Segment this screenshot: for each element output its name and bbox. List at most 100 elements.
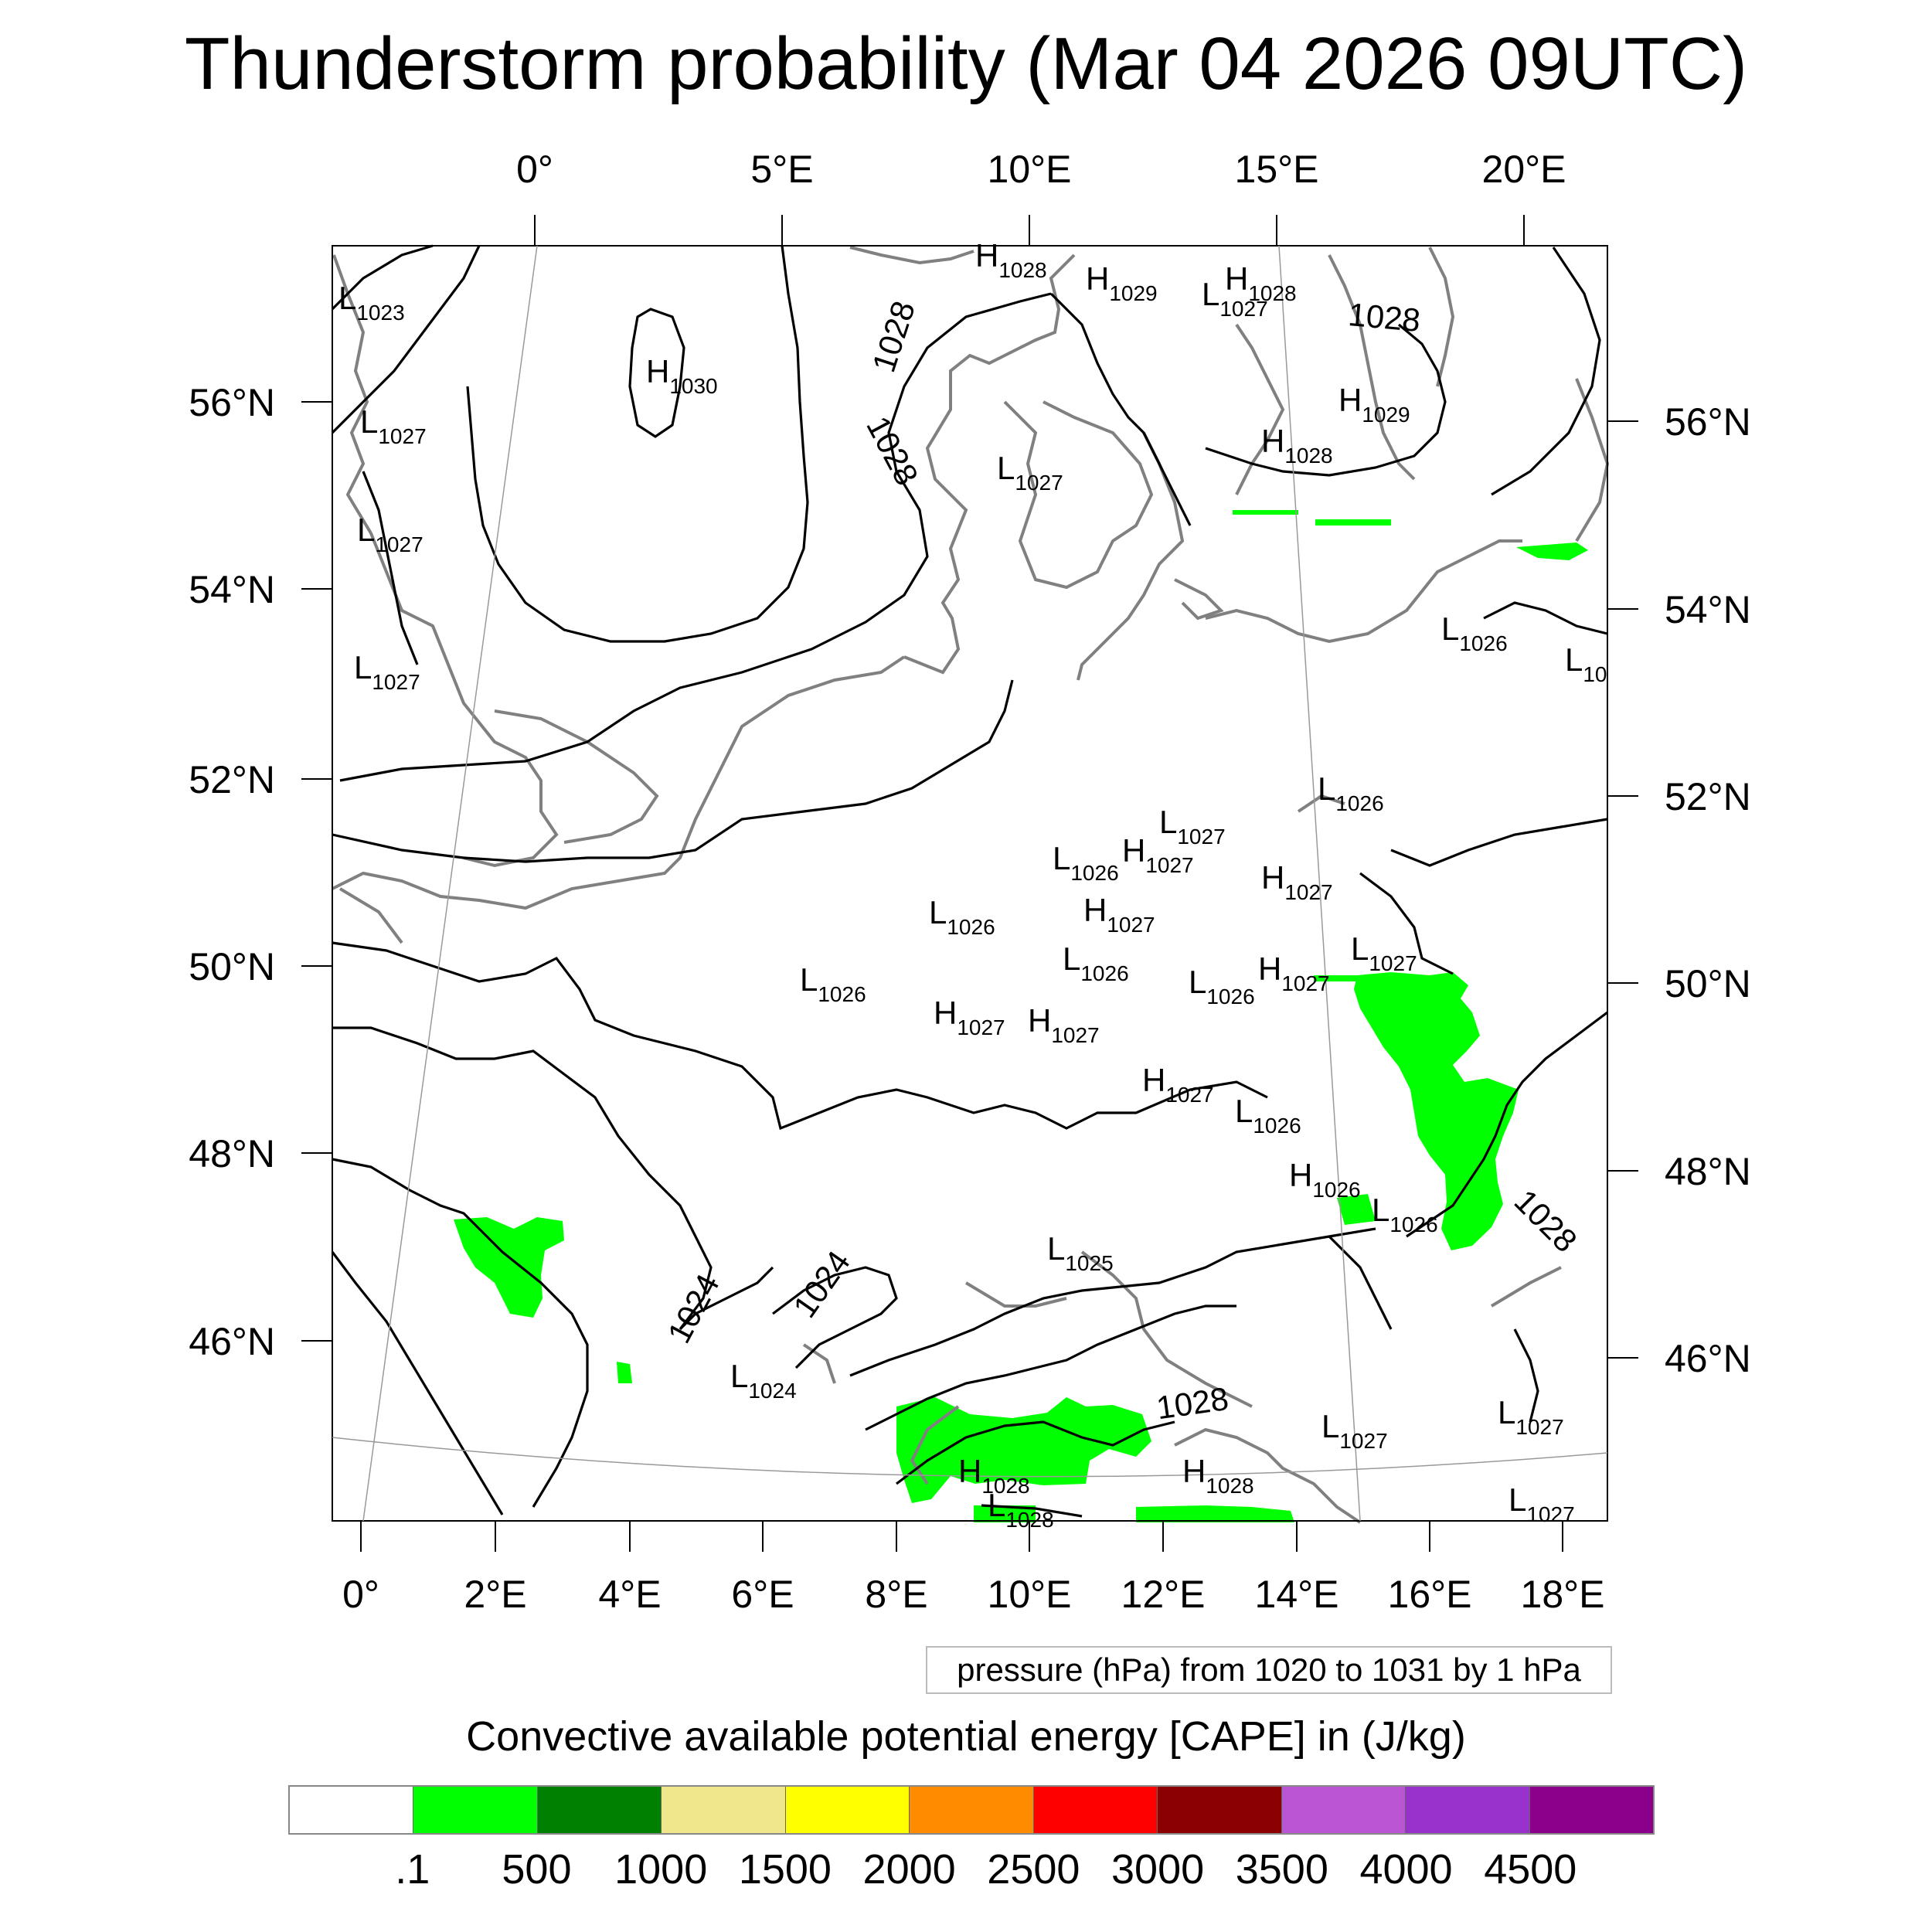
colorbar-swatch bbox=[290, 1787, 414, 1833]
colorbar-tick-label: 3500 bbox=[1235, 1846, 1328, 1893]
pressure-center-label: H1029 bbox=[1338, 382, 1410, 427]
colorbar-swatch bbox=[1158, 1787, 1282, 1833]
right-lat-label: 56°N bbox=[1665, 400, 1751, 444]
colorbar-tick-label: 1500 bbox=[738, 1846, 832, 1893]
pressure-center-label: H1028 bbox=[1261, 423, 1333, 468]
isobar-1028-high bbox=[466, 245, 809, 643]
pressure-center-label: H1026 bbox=[1289, 1157, 1361, 1202]
colorbar-swatch bbox=[1281, 1787, 1406, 1833]
cape-area-france-north bbox=[454, 1217, 564, 1318]
pressure-center-label: L1026 bbox=[1053, 840, 1119, 885]
left-lat-label: 56°N bbox=[189, 381, 275, 424]
pressure-center-label: L1026 bbox=[929, 894, 995, 939]
isobar-france-2 bbox=[332, 1026, 713, 1330]
pressure-center-label: H1027 bbox=[1261, 859, 1333, 904]
pressure-center-label: L1026 bbox=[1441, 611, 1508, 655]
cape-colorbar-title: Convective available potential energy [C… bbox=[466, 1713, 1466, 1760]
pressure-center-label: L1027 bbox=[1509, 1481, 1575, 1526]
isobars bbox=[331, 244, 1608, 1518]
isobar-france-4 bbox=[331, 1251, 504, 1515]
left-lat-label: 50°N bbox=[189, 945, 275, 988]
pressure-center-label: L1027 bbox=[997, 450, 1063, 495]
colorbar-tick-label: 4500 bbox=[1484, 1846, 1577, 1893]
pressure-center-label: H1028 bbox=[975, 237, 1047, 282]
colorbar-swatch bbox=[1033, 1787, 1158, 1833]
isobar-denmark-east bbox=[1049, 292, 1192, 526]
left-lat-label: 46°N bbox=[189, 1320, 275, 1363]
pressure-center-label: L1026 bbox=[1318, 770, 1384, 815]
cape-colorbar bbox=[288, 1785, 1655, 1835]
cape-area-eastern-europe bbox=[1354, 972, 1519, 1250]
cape-area-baltic-north bbox=[1233, 510, 1298, 515]
bottom-lon-label: 6°E bbox=[731, 1573, 794, 1616]
pressure-centers: H1028 H1029 H1028 L1027 L1023 H1030 L102… bbox=[338, 237, 1607, 1532]
pressure-center-label: L10 bbox=[1565, 641, 1607, 686]
colorbar-swatch bbox=[537, 1787, 662, 1833]
colorbar-swatch bbox=[1529, 1787, 1653, 1833]
isobar-east-edge bbox=[1491, 247, 1601, 496]
left-lat-label: 52°N bbox=[189, 758, 275, 801]
left-lat-label: 54°N bbox=[189, 568, 275, 611]
top-lon-label: 0° bbox=[516, 148, 553, 191]
pressure-center-label: L1027 bbox=[354, 649, 420, 694]
isobar-uk-3 bbox=[362, 471, 419, 665]
bottom-axis-labels: 0° 2°E 4°E 6°E 8°E 10°E 12°E 14°E 16°E 1… bbox=[342, 1573, 1604, 1616]
pressure-center-label: L1027 bbox=[1159, 804, 1226, 849]
colorbar-swatch bbox=[662, 1787, 786, 1833]
isobar-north-sea bbox=[339, 292, 1052, 782]
colorbar-tick-label: 3000 bbox=[1111, 1846, 1205, 1893]
colorbar-tick-label: .1 bbox=[395, 1846, 430, 1893]
left-ticks bbox=[301, 401, 332, 1342]
cape-area-italy bbox=[896, 1397, 1151, 1503]
isobar-baltic bbox=[1205, 323, 1447, 477]
right-lat-label: 52°N bbox=[1665, 775, 1751, 818]
bottom-lon-label: 4°E bbox=[598, 1573, 661, 1616]
isobar-1028-southeast bbox=[1406, 1011, 1608, 1238]
pressure-center-label: L1024 bbox=[730, 1358, 797, 1403]
right-ticks bbox=[1607, 420, 1638, 1359]
isobar-southeast bbox=[1513, 1328, 1539, 1423]
right-lat-label: 46°N bbox=[1665, 1337, 1751, 1380]
pressure-center-label: H1027 bbox=[1083, 892, 1155, 937]
colorbar-tick-label: 1000 bbox=[614, 1846, 708, 1893]
colorbar-swatch bbox=[910, 1787, 1034, 1833]
pressure-center-label: H1028 bbox=[1225, 260, 1297, 305]
colorbar-tick-label: 4000 bbox=[1359, 1846, 1453, 1893]
pressure-center-label: L1026 bbox=[800, 961, 866, 1006]
pressure-center-label: L1026 bbox=[1235, 1093, 1301, 1138]
bottom-ticks bbox=[360, 1521, 1563, 1552]
right-lat-label: 50°N bbox=[1665, 962, 1751, 1005]
top-lon-label: 15°E bbox=[1235, 148, 1319, 191]
bottom-lon-label: 14°E bbox=[1255, 1573, 1339, 1616]
colorbar-tick-label: 500 bbox=[502, 1846, 572, 1893]
colorbar-swatch bbox=[413, 1787, 538, 1833]
pressure-center-label: H1027 bbox=[1258, 951, 1330, 995]
pressure-center-label: L1026 bbox=[1189, 964, 1255, 1009]
bottom-lon-label: 12°E bbox=[1121, 1573, 1206, 1616]
pressure-center-label: H1027 bbox=[934, 995, 1005, 1039]
pressure-center-label: L1023 bbox=[338, 280, 405, 325]
isobar-alps-2 bbox=[865, 1304, 1236, 1431]
bottom-lon-label: 16°E bbox=[1388, 1573, 1472, 1616]
pressure-center-label: L1026 bbox=[1372, 1192, 1438, 1236]
left-lat-label: 48°N bbox=[189, 1132, 275, 1175]
right-lat-label: 48°N bbox=[1665, 1150, 1751, 1193]
contour-label: 1028 bbox=[859, 410, 925, 492]
pressure-center-label: L1027 bbox=[360, 403, 427, 448]
cape-area-italy-south bbox=[1136, 1505, 1294, 1522]
graticule bbox=[332, 245, 1608, 1522]
plot-frame bbox=[332, 245, 1608, 1522]
isobar-east-2 bbox=[1483, 601, 1608, 635]
pressure-center-label: H1027 bbox=[1122, 832, 1194, 877]
isobar-1030-center bbox=[628, 308, 685, 438]
isobar-1024-a bbox=[679, 1266, 774, 1331]
isobar-low-east bbox=[1359, 872, 1454, 975]
cape-areas bbox=[454, 510, 1588, 1522]
isobar-france-3 bbox=[332, 1158, 589, 1508]
bottom-lon-label: 18°E bbox=[1521, 1573, 1605, 1616]
pressure-center-label: L1025 bbox=[1047, 1230, 1114, 1275]
pressure-center-label: H1027 bbox=[1142, 1062, 1214, 1107]
contour-label: 1028 bbox=[865, 297, 922, 376]
colorbar-swatch bbox=[785, 1787, 910, 1833]
